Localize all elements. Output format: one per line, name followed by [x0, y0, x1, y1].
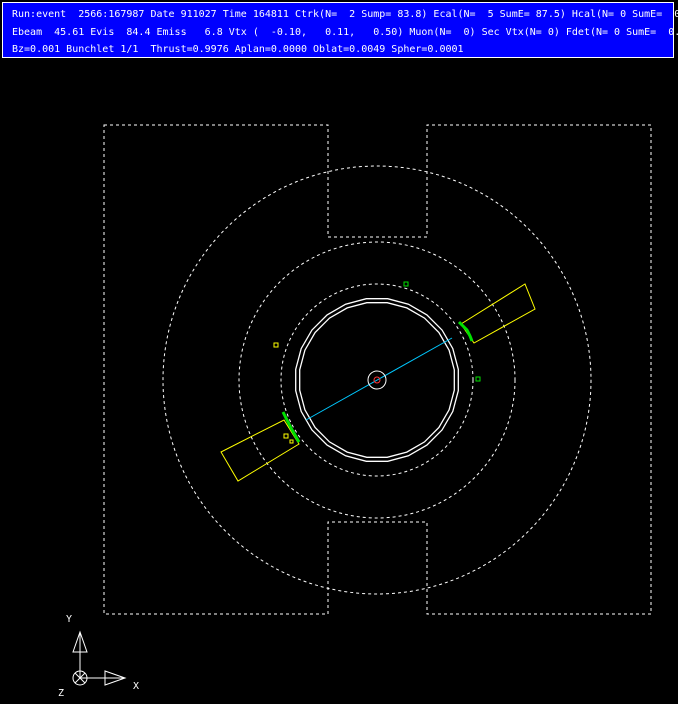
outer-detector-outline: [103, 124, 652, 615]
axes-indicator: Y X Z: [58, 614, 139, 699]
hit-marker: [283, 433, 289, 439]
vertex-point: [373, 376, 381, 384]
calorimeter-block-right[interactable]: [460, 283, 536, 344]
hits-left: [281, 411, 301, 443]
central-detector-outer-edge: [295, 298, 459, 462]
central-detector: [295, 298, 459, 462]
vertex-ring: [367, 370, 387, 390]
hit-marker: [273, 342, 279, 348]
hit-marker: [403, 281, 409, 287]
axis-label-x: X: [133, 681, 139, 692]
calorimeter-block-left[interactable]: [220, 419, 300, 482]
header-line-energy: Ebeam 45.61 Evis 84.4 Emiss 6.8 Vtx ( -0…: [12, 27, 678, 38]
charged-track[interactable]: [305, 337, 453, 421]
central-detector-inner-edge: [299, 302, 455, 458]
event-info-header: Run:event 2566:167987 Date 911027 Time 1…: [2, 2, 678, 58]
hit-marker: [289, 439, 294, 444]
hits-right: [457, 320, 474, 342]
header-line-run: Run:event 2566:167987 Date 911027 Time 1…: [12, 9, 678, 20]
hit-marker: [475, 376, 481, 382]
header-line-shape: Bz=0.001 Bunchlet 1/1 Thrust=0.9976 Apla…: [12, 44, 464, 55]
middle-ring: [238, 241, 516, 519]
outer-ring: [162, 165, 592, 595]
axis-label-y: Y: [66, 614, 72, 625]
inner-dashed-ring: [280, 283, 474, 477]
axis-label-z: Z: [58, 688, 64, 699]
